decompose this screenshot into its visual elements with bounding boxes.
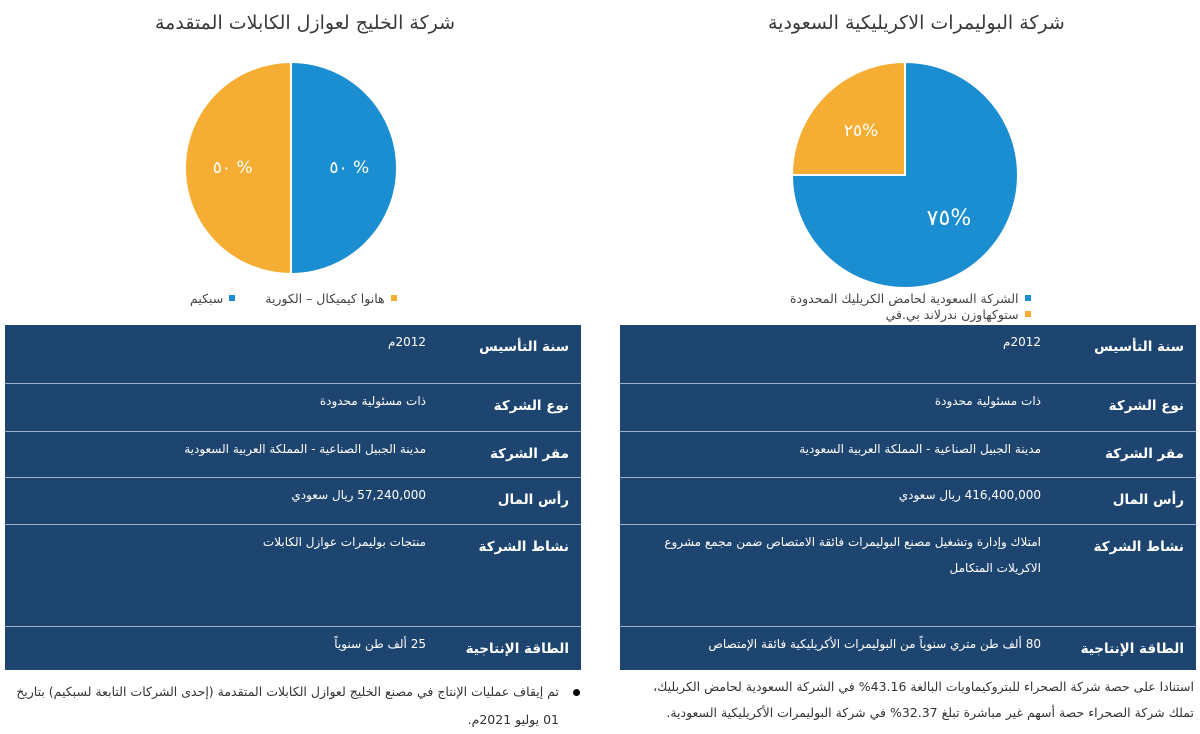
row-key: مقر الشركة — [446, 431, 581, 478]
row-value: 25 ألف طن سنوياً — [334, 636, 426, 651]
pie-slice — [790, 60, 906, 176]
left-ownership-pie: ٥٠ % ٥٠ % — [184, 60, 398, 276]
row-value: 416,400,000 ريال سعودي — [620, 477, 1061, 525]
table-row: مقر الشركة مدينة الجبيل الصناعية - الممل… — [620, 431, 1196, 478]
table-row: سنة التأسيس 2012م — [620, 325, 1196, 384]
table-row: نشاط الشركة منتجات بوليمرات عوازل الكابل… — [5, 524, 581, 627]
row-key: الطاقة الإنتاجية — [1080, 640, 1184, 657]
legend-swatch-orange — [390, 295, 397, 301]
pie-slice-label: ٧٥% — [927, 206, 972, 231]
row-key: رأس المال — [1061, 477, 1196, 525]
legend-swatch-blue — [229, 295, 236, 301]
row-value: 2012م — [620, 325, 1061, 384]
pie-slice — [290, 60, 398, 276]
legend-label: سبكيم — [190, 290, 224, 306]
table-row: نوع الشركة ذات مسئولية محدودة — [5, 383, 581, 432]
row-value: مدينة الجبيل الصناعية - المملكة العربية … — [620, 431, 1061, 478]
legend-item: هانوا كيميكال – الكورية — [265, 290, 397, 306]
legend-item: ستوكهاوزن ندرلاند بي.في — [790, 306, 1031, 322]
legend-item: الشركة السعودية لحامض الكريليك المحدودة — [790, 290, 1031, 306]
bullet-icon — [573, 689, 580, 696]
left-footnote-text: تم إيقاف عمليات الإنتاج في مصنع الخليج ل… — [16, 684, 559, 727]
row-value: 80 ألف طن متري سنوياً من البوليمرات الأك… — [708, 636, 1041, 651]
left-company-info-table: سنة التأسيس 2012م نوع الشركة ذات مسئولية… — [5, 325, 581, 670]
row-key: رأس المال — [446, 477, 581, 525]
pie-slice-label: ٥٠ % — [329, 158, 369, 178]
table-row: الطاقة الإنتاجية 80 ألف طن متري سنوياً م… — [620, 626, 1196, 670]
right-pie-legend: الشركة السعودية لحامض الكريليك المحدودة … — [790, 290, 1031, 322]
pie-slice-label: ٥٠ % — [213, 158, 253, 178]
row-value: منتجات بوليمرات عوازل الكابلات — [5, 524, 446, 627]
legend-item: سبكيم — [190, 290, 236, 306]
legend-swatch-orange — [1024, 311, 1031, 317]
left-pie-legend: هانوا كيميكال – الكورية سبكيم — [190, 290, 397, 306]
legend-label: هانوا كيميكال – الكورية — [265, 290, 385, 306]
row-key: نشاط الشركة — [446, 524, 581, 627]
left-company-title: شركة الخليج لعوازل الكابلات المتقدمة — [155, 12, 456, 34]
right-company-info-table: سنة التأسيس 2012م نوع الشركة ذات مسئولية… — [620, 325, 1196, 670]
left-footnote: تم إيقاف عمليات الإنتاج في مصنع الخليج ل… — [8, 678, 580, 734]
pie-slice — [184, 60, 292, 276]
row-key: نشاط الشركة — [1061, 524, 1196, 627]
table-row: نشاط الشركة امتلاك وإدارة وتشغيل مصنع ال… — [620, 524, 1196, 627]
legend-label: ستوكهاوزن ندرلاند بي.في — [885, 306, 1019, 322]
row-value: امتلاك وإدارة وتشغيل مصنع البوليمرات فائ… — [620, 524, 1061, 627]
table-row: الطاقة الإنتاجية 25 ألف طن سنوياً — [5, 626, 581, 670]
row-value: ذات مسئولية محدودة — [620, 383, 1061, 432]
row-key: نوع الشركة — [1061, 383, 1196, 432]
row-value: 57,240,000 ريال سعودي — [5, 477, 446, 525]
row-value: مدينة الجبيل الصناعية - المملكة العربية … — [5, 431, 446, 478]
table-row: رأس المال 57,240,000 ريال سعودي — [5, 477, 581, 525]
row-value: 2012م — [5, 325, 446, 384]
right-footnote: استنادا على حصة شركة الصحراء للبتروكيماو… — [653, 679, 1194, 720]
pie-slice-label: ٢٥% — [844, 121, 878, 141]
row-key: الطاقة الإنتاجية — [465, 640, 569, 657]
row-key: سنة التأسيس — [1061, 325, 1196, 384]
table-row: سنة التأسيس 2012م — [5, 325, 581, 384]
row-value: ذات مسئولية محدودة — [5, 383, 446, 432]
row-key: سنة التأسيس — [446, 325, 581, 384]
legend-swatch-blue — [1024, 295, 1031, 301]
table-row: رأس المال 416,400,000 ريال سعودي — [620, 477, 1196, 525]
pie-slice — [790, 60, 1019, 289]
row-key: مقر الشركة — [1061, 431, 1196, 478]
right-company-title: شركة البوليمرات الاكريليكية السعودية — [768, 12, 1065, 34]
table-row: مقر الشركة مدينة الجبيل الصناعية - الممل… — [5, 431, 581, 478]
row-key: نوع الشركة — [446, 383, 581, 432]
table-row: نوع الشركة ذات مسئولية محدودة — [620, 383, 1196, 432]
right-ownership-pie: ٧٥% ٢٥% — [790, 60, 1019, 289]
legend-label: الشركة السعودية لحامض الكريليك المحدودة — [790, 290, 1019, 306]
